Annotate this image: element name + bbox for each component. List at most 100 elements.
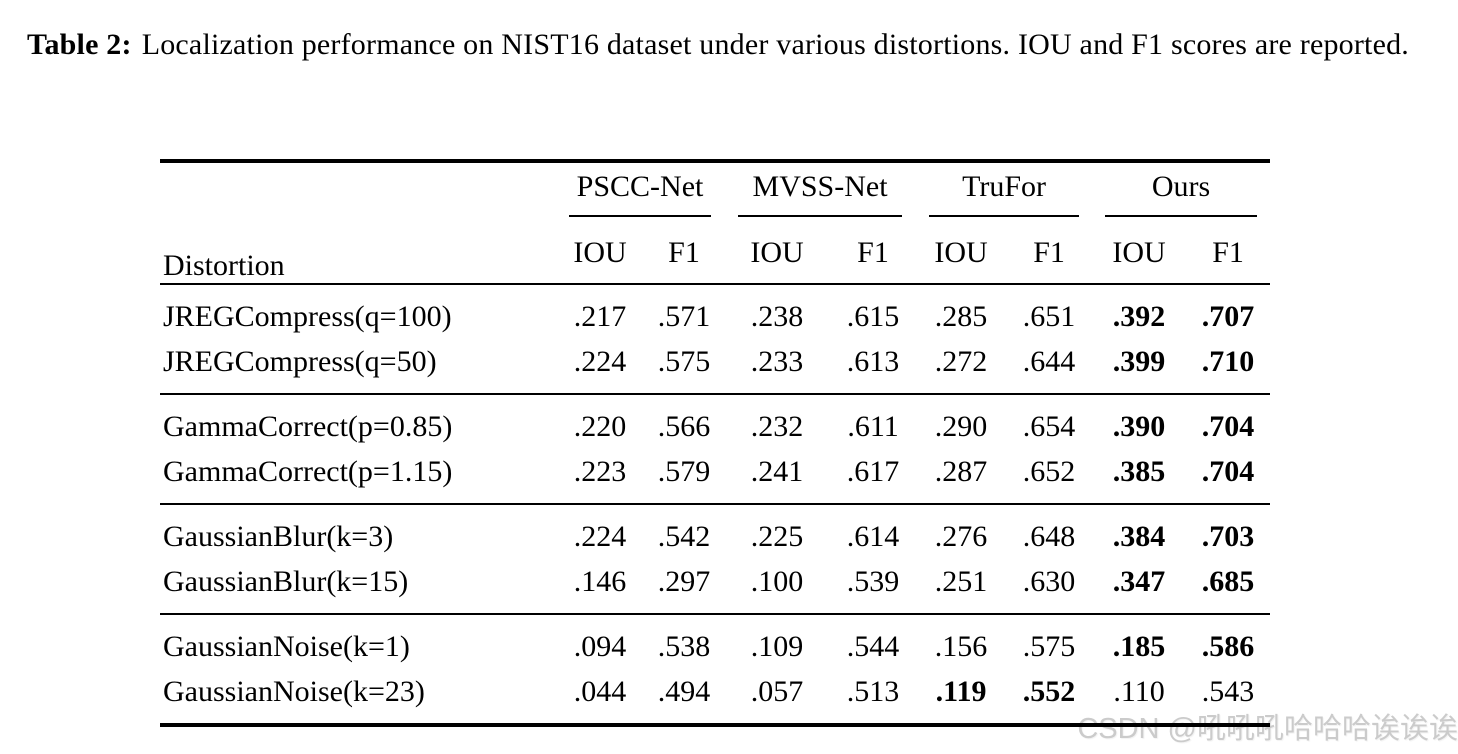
score-cell: .544	[846, 630, 900, 663]
column-group-ours: Ours	[1092, 161, 1270, 223]
distortion-cell: JREGCompress(q=100)	[163, 300, 452, 333]
table-row: GaussianNoise(k=23) .044 .494 .057 .513 …	[160, 669, 1270, 725]
score-cell: .704	[1201, 455, 1255, 488]
score-cell: .571	[657, 300, 711, 333]
score-cell: .703	[1201, 520, 1255, 553]
score-cell: .057	[750, 675, 804, 708]
score-cell: .217	[573, 300, 627, 333]
group-gaussiannoise: GaussianNoise(k=1) .094 .538 .109 .544 .…	[160, 614, 1270, 725]
score-cell: .579	[657, 455, 711, 488]
score-cell: .566	[657, 410, 711, 443]
score-cell: .384	[1112, 520, 1166, 553]
score-cell: .224	[573, 520, 627, 553]
column-group-mvss-net: MVSS-Net	[724, 161, 916, 223]
score-cell: .654	[1022, 410, 1076, 443]
table-row: GaussianNoise(k=1) .094 .538 .109 .544 .…	[160, 614, 1270, 669]
score-cell: .287	[934, 455, 988, 488]
score-cell: .297	[657, 565, 711, 598]
column-group-trufor: TruFor	[916, 161, 1092, 223]
caption-label: Table 2:	[27, 28, 132, 61]
score-cell: .651	[1022, 300, 1076, 333]
score-cell: .613	[846, 345, 900, 378]
score-cell: .385	[1112, 455, 1166, 488]
score-cell: .543	[1201, 675, 1255, 708]
score-cell: .347	[1112, 565, 1166, 598]
table-row: GaussianBlur(k=3) .224 .542 .225 .614 .2…	[160, 504, 1270, 559]
score-cell: .552	[1022, 675, 1076, 708]
score-cell: .276	[934, 520, 988, 553]
metric-header-row: IOU F1 IOU F1 IOU F1 IOU F1	[160, 223, 1270, 284]
cmidrule	[929, 215, 1079, 217]
metric-header: F1	[857, 236, 889, 269]
score-cell: .224	[573, 345, 627, 378]
cmidrule	[738, 215, 902, 217]
score-cell: .611	[847, 410, 899, 443]
group-gaussianblur: GaussianBlur(k=3) .224 .542 .225 .614 .2…	[160, 504, 1271, 614]
score-cell: .392	[1112, 300, 1166, 333]
score-cell: .494	[657, 675, 711, 708]
score-cell: .630	[1022, 565, 1076, 598]
score-cell: .710	[1201, 345, 1255, 378]
score-cell: .146	[573, 565, 627, 598]
score-cell: .185	[1112, 630, 1166, 663]
score-cell: .220	[573, 410, 627, 443]
score-cell: .238	[750, 300, 804, 333]
table-row: GammaCorrect(p=1.15) .223 .579 .241 .617…	[160, 449, 1270, 504]
score-cell: .232	[750, 410, 804, 443]
score-cell: .399	[1112, 345, 1166, 378]
column-group-pscc-net: PSCC-Net	[556, 161, 724, 223]
score-cell: .614	[846, 520, 900, 553]
group-jregcompress: JREGCompress(q=100) .217 .571 .238 .615 …	[160, 284, 1271, 394]
score-cell: .285	[934, 300, 988, 333]
results-table: Distortion PSCC-Net MVSS-Net TruFor	[160, 159, 1271, 727]
distortion-cell: GaussianBlur(k=3)	[163, 520, 394, 553]
metric-header: IOU	[934, 236, 988, 269]
score-cell: .233	[750, 345, 804, 378]
score-cell: .575	[657, 345, 711, 378]
caption-text: Localization performance on NIST16 datas…	[141, 28, 1409, 61]
cmidrule	[568, 215, 712, 217]
method-name-label: TruFor	[962, 170, 1046, 203]
csdn-watermark: CSDN @吼吼吼哈哈哈诶诶诶	[1077, 713, 1458, 745]
distortion-cell: JREGCompress(q=50)	[163, 345, 437, 378]
score-cell: .225	[750, 520, 804, 553]
distortion-cell: GaussianNoise(k=23)	[163, 675, 425, 708]
score-cell: .290	[934, 410, 988, 443]
score-cell: .156	[934, 630, 988, 663]
score-cell: .119	[935, 675, 987, 708]
group-gammacorrect: GammaCorrect(p=0.85) .220 .566 .232 .611…	[160, 394, 1271, 504]
score-cell: .223	[573, 455, 627, 488]
cmidrule	[1105, 215, 1257, 217]
score-cell: .094	[573, 630, 627, 663]
score-cell: .648	[1022, 520, 1076, 553]
table-caption: Table 2: Localization performance on NIST…	[27, 22, 1429, 67]
score-cell: .539	[846, 565, 900, 598]
score-cell: .100	[750, 565, 804, 598]
score-cell: .513	[846, 675, 900, 708]
score-cell: .652	[1022, 455, 1076, 488]
metric-header: F1	[1033, 236, 1065, 269]
results-table-container: Distortion PSCC-Net MVSS-Net TruFor	[160, 159, 1271, 727]
distortion-cell: GammaCorrect(p=0.85)	[163, 410, 453, 443]
table-row: GaussianBlur(k=15) .146 .297 .100 .539 .…	[160, 559, 1270, 614]
metric-header: IOU	[1112, 236, 1166, 269]
score-cell: .044	[573, 675, 627, 708]
table-header: Distortion PSCC-Net MVSS-Net TruFor	[160, 161, 1271, 284]
score-cell: .538	[657, 630, 711, 663]
score-cell: .109	[750, 630, 804, 663]
score-cell: .251	[934, 565, 988, 598]
score-cell: .542	[657, 520, 711, 553]
column-header-distortion: Distortion	[163, 249, 285, 282]
table-row: JREGCompress(q=50) .224 .575 .233 .613 .…	[160, 339, 1270, 394]
distortion-cell: GaussianBlur(k=15)	[163, 565, 409, 598]
score-cell: .617	[846, 455, 900, 488]
score-cell: .390	[1112, 410, 1166, 443]
method-name-label: Ours	[1151, 170, 1211, 203]
score-cell: .575	[1022, 630, 1076, 663]
score-cell: .586	[1201, 630, 1255, 663]
score-cell: .685	[1201, 565, 1255, 598]
score-cell: .704	[1201, 410, 1255, 443]
score-cell: .615	[846, 300, 900, 333]
metric-header: F1	[668, 236, 700, 269]
